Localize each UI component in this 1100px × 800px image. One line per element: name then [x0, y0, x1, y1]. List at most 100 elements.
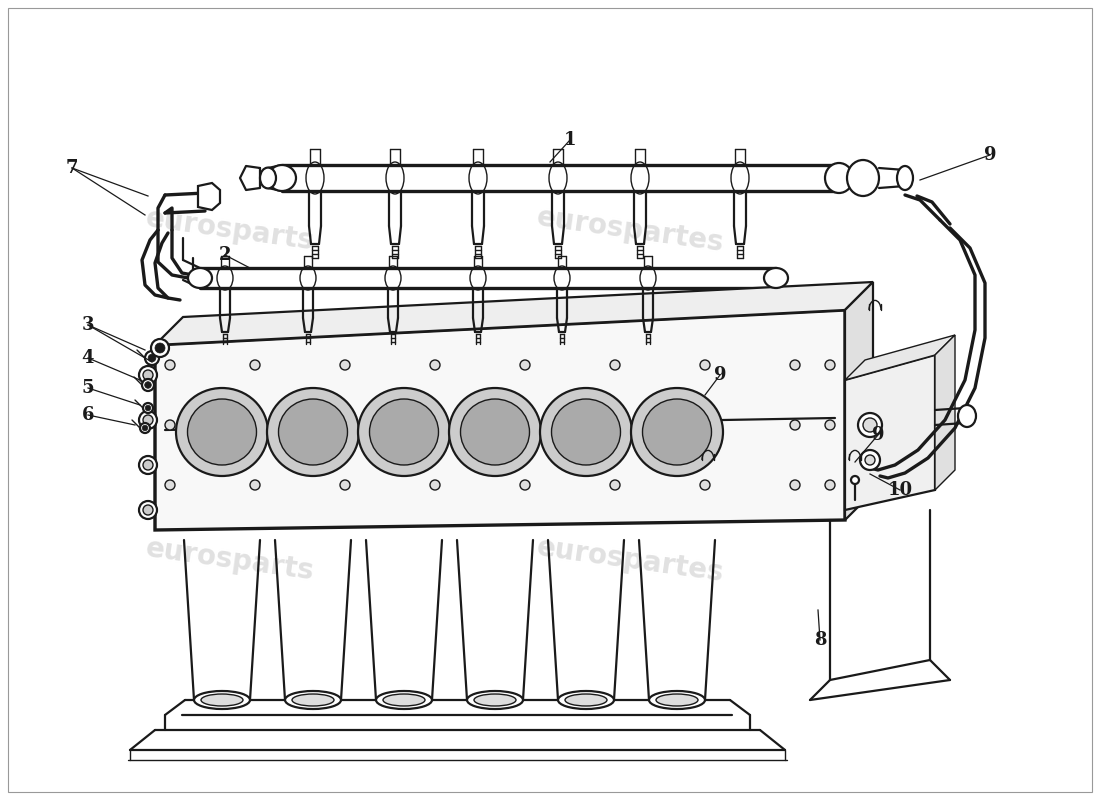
- Circle shape: [610, 480, 620, 490]
- Circle shape: [145, 382, 152, 388]
- Ellipse shape: [896, 166, 913, 190]
- Text: eurospartes: eurospartes: [535, 533, 726, 587]
- Circle shape: [165, 480, 175, 490]
- Circle shape: [139, 411, 157, 429]
- Ellipse shape: [825, 163, 852, 193]
- Text: 9: 9: [714, 366, 726, 384]
- Circle shape: [610, 360, 620, 370]
- Polygon shape: [285, 403, 341, 461]
- Text: 8: 8: [814, 631, 826, 649]
- Polygon shape: [845, 282, 873, 520]
- Ellipse shape: [449, 388, 541, 476]
- Ellipse shape: [474, 694, 516, 706]
- Ellipse shape: [461, 399, 529, 465]
- Circle shape: [140, 423, 150, 433]
- Circle shape: [340, 420, 350, 430]
- Ellipse shape: [551, 399, 620, 465]
- Circle shape: [610, 420, 620, 430]
- Text: 9: 9: [983, 146, 997, 164]
- Circle shape: [165, 420, 175, 430]
- Circle shape: [851, 476, 859, 484]
- Text: 5: 5: [81, 379, 95, 397]
- Ellipse shape: [383, 694, 425, 706]
- Ellipse shape: [260, 168, 276, 189]
- Ellipse shape: [565, 694, 607, 706]
- Ellipse shape: [176, 388, 268, 476]
- Circle shape: [165, 360, 175, 370]
- Polygon shape: [155, 310, 845, 530]
- Circle shape: [700, 360, 710, 370]
- Text: 7: 7: [66, 159, 78, 177]
- Circle shape: [155, 343, 165, 353]
- Circle shape: [430, 480, 440, 490]
- Text: 9: 9: [871, 426, 884, 444]
- Circle shape: [151, 339, 169, 357]
- Circle shape: [520, 480, 530, 490]
- Circle shape: [520, 360, 530, 370]
- Ellipse shape: [540, 388, 632, 476]
- Ellipse shape: [370, 399, 439, 465]
- Text: eurosparts: eurosparts: [144, 204, 316, 256]
- Circle shape: [139, 456, 157, 474]
- Text: eurospartes: eurospartes: [535, 203, 726, 257]
- Ellipse shape: [558, 691, 614, 709]
- Ellipse shape: [958, 405, 976, 427]
- Circle shape: [143, 460, 153, 470]
- Polygon shape: [649, 403, 705, 461]
- Circle shape: [143, 403, 153, 413]
- Polygon shape: [558, 403, 614, 461]
- Ellipse shape: [285, 691, 341, 709]
- Ellipse shape: [847, 160, 879, 196]
- Circle shape: [139, 366, 157, 384]
- Polygon shape: [155, 282, 873, 345]
- Circle shape: [790, 480, 800, 490]
- Ellipse shape: [358, 388, 450, 476]
- Ellipse shape: [292, 694, 334, 706]
- Circle shape: [825, 360, 835, 370]
- Circle shape: [520, 420, 530, 430]
- Text: 2: 2: [219, 246, 231, 264]
- Circle shape: [250, 420, 260, 430]
- Polygon shape: [198, 183, 220, 210]
- Ellipse shape: [194, 691, 250, 709]
- Circle shape: [700, 420, 710, 430]
- Circle shape: [790, 420, 800, 430]
- Circle shape: [145, 406, 151, 410]
- Circle shape: [858, 413, 882, 437]
- Circle shape: [139, 501, 157, 519]
- Ellipse shape: [187, 399, 256, 465]
- Text: 1: 1: [563, 131, 576, 149]
- Circle shape: [865, 455, 874, 465]
- Ellipse shape: [188, 268, 212, 288]
- Text: 4: 4: [81, 349, 95, 367]
- Circle shape: [790, 360, 800, 370]
- Circle shape: [250, 480, 260, 490]
- Circle shape: [143, 505, 153, 515]
- Circle shape: [340, 480, 350, 490]
- Ellipse shape: [656, 694, 699, 706]
- Ellipse shape: [278, 399, 348, 465]
- Ellipse shape: [468, 691, 522, 709]
- Polygon shape: [845, 335, 955, 380]
- Circle shape: [864, 418, 877, 432]
- Circle shape: [430, 420, 440, 430]
- Ellipse shape: [267, 388, 359, 476]
- Ellipse shape: [764, 268, 788, 288]
- Polygon shape: [845, 355, 935, 510]
- Circle shape: [145, 351, 160, 365]
- Circle shape: [340, 360, 350, 370]
- Polygon shape: [468, 403, 522, 461]
- Circle shape: [142, 426, 147, 430]
- Ellipse shape: [376, 691, 432, 709]
- Ellipse shape: [201, 694, 243, 706]
- Circle shape: [143, 415, 153, 425]
- Text: eurosparts: eurosparts: [144, 534, 316, 586]
- Ellipse shape: [631, 388, 723, 476]
- Circle shape: [148, 354, 156, 362]
- Circle shape: [143, 370, 153, 380]
- Circle shape: [860, 450, 880, 470]
- Polygon shape: [376, 403, 432, 461]
- Circle shape: [700, 480, 710, 490]
- Polygon shape: [194, 403, 250, 461]
- Polygon shape: [935, 335, 955, 490]
